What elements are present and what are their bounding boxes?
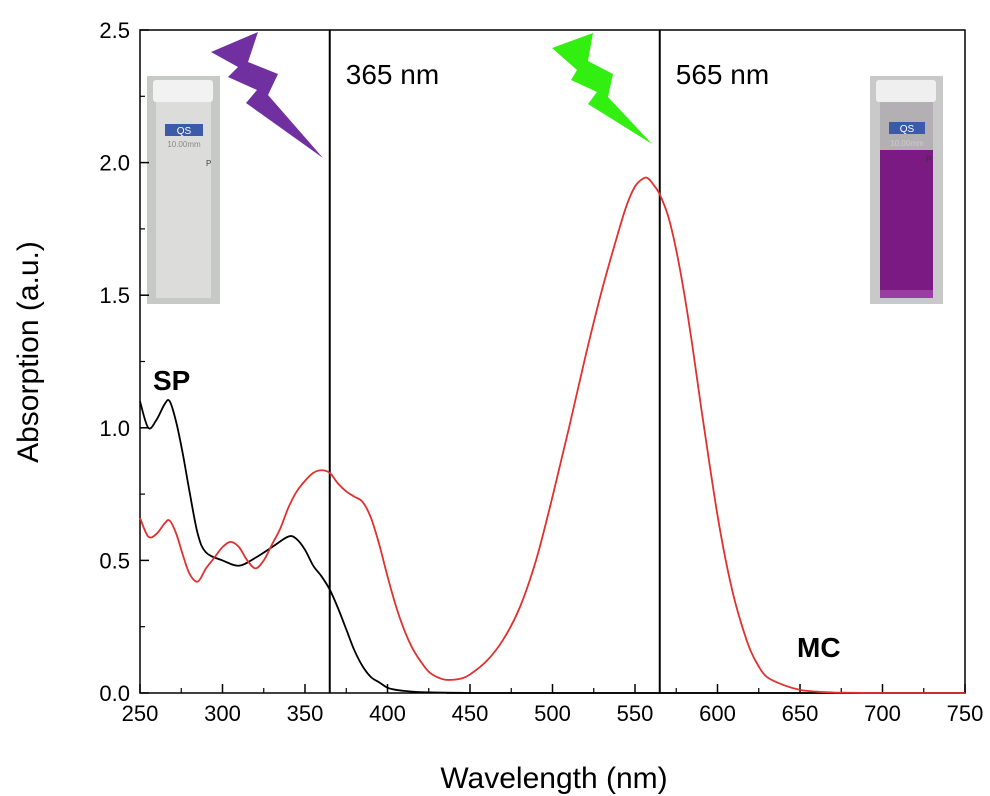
x-tick-label: 750 (947, 701, 984, 726)
x-tick-label: 700 (864, 701, 901, 726)
cuvette-sp-label: QS (177, 126, 192, 137)
cuvette-mc-mark: P (926, 155, 931, 164)
y-tick-label: 0.0 (99, 681, 130, 706)
y-tick-label: 1.0 (99, 416, 130, 441)
x-tick-label: 400 (369, 701, 406, 726)
cuvette-sp-image: QS 10.00mm P (147, 76, 220, 304)
cuvette-sp-sub: 10.00mm (167, 140, 201, 149)
cuvette-mc-label: QS (900, 124, 915, 135)
x-tick-label: 600 (699, 701, 736, 726)
series-label-sp: SP (153, 365, 190, 396)
series-line-mc (139, 176, 966, 694)
x-tick-label: 300 (204, 701, 241, 726)
annotation-label-365: 365 nm (346, 59, 439, 90)
y-tick-label: 0.5 (99, 548, 130, 573)
uv-lightning-icon (211, 32, 323, 158)
y-axis-title: Absorption (a.u.) (12, 241, 45, 463)
annotation-label-565: 565 nm (676, 59, 769, 90)
x-tick-label: 550 (617, 701, 654, 726)
x-tick-label: 650 (782, 701, 819, 726)
series-line-sp (139, 399, 965, 694)
x-tick-label: 350 (287, 701, 324, 726)
series-label-mc: MC (797, 632, 841, 663)
y-tick-label: 1.5 (99, 283, 130, 308)
y-tick-label: 2.0 (99, 151, 130, 176)
y-tick-label: 2.5 (99, 18, 130, 43)
plot-frame (139, 29, 966, 694)
x-tick-label: 500 (534, 701, 571, 726)
cuvette-mc-image: QS 10.00mm P (870, 76, 943, 304)
x-tick-label: 250 (122, 701, 159, 726)
cuvette-mc-sub: 10.00mm (890, 139, 924, 148)
visible-lightning-icon (552, 33, 652, 144)
cuvette-sp-mark: P (206, 159, 211, 168)
x-tick-label: 450 (452, 701, 489, 726)
x-axis-title: Wavelength (nm) (440, 762, 667, 795)
